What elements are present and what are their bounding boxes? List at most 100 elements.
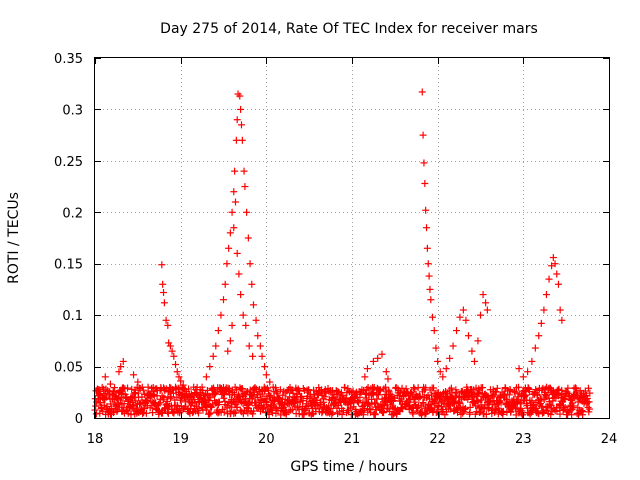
data-point (238, 136, 246, 144)
data-point (511, 389, 519, 397)
data-point (547, 411, 555, 419)
data-point (246, 260, 254, 268)
x-tick-label: 24 (601, 432, 618, 447)
data-point (127, 394, 135, 402)
data-point (334, 387, 342, 395)
y-axis-label: ROTI / TECUs (6, 192, 22, 284)
data-point (432, 344, 440, 352)
data-point (453, 327, 461, 335)
data-point (515, 365, 523, 373)
data-point (586, 389, 594, 397)
data-point (515, 383, 523, 391)
data-point (173, 368, 181, 376)
data-point (519, 373, 527, 381)
data-point (424, 260, 432, 268)
data-point (289, 406, 297, 414)
data-point (244, 234, 252, 242)
data-point (220, 394, 228, 402)
data-point (166, 394, 174, 402)
data-point (430, 327, 438, 335)
plot-frame (94, 57, 610, 419)
data-point (459, 306, 467, 314)
data-point (261, 363, 269, 371)
y-tick-label: 0.05 (54, 361, 83, 376)
data-point (542, 393, 550, 401)
data-point (177, 377, 185, 385)
data-point (159, 280, 167, 288)
data-point (181, 385, 189, 393)
data-point (156, 399, 164, 407)
data-point (225, 385, 233, 393)
data-point (113, 395, 121, 403)
data-point (245, 342, 253, 350)
data-point (449, 342, 457, 350)
data-point (533, 391, 541, 399)
data-point (436, 368, 444, 376)
data-point (584, 384, 592, 392)
data-point (307, 390, 315, 398)
data-point (101, 373, 109, 381)
data-point (370, 388, 378, 396)
data-point (269, 383, 277, 391)
data-point (230, 224, 238, 232)
data-point (482, 299, 490, 307)
data-point (321, 393, 329, 401)
data-point (143, 396, 151, 404)
y-tick-label: 0.15 (54, 258, 83, 273)
data-point (117, 363, 125, 371)
data-point (516, 398, 524, 406)
data-point (175, 391, 183, 399)
data-point (170, 352, 178, 360)
data-point (558, 316, 566, 324)
data-point (142, 409, 150, 417)
data-point (540, 306, 548, 314)
data-point (175, 373, 183, 381)
data-point (237, 291, 245, 299)
data-point (422, 384, 430, 392)
data-point (483, 306, 491, 314)
data-point (556, 306, 564, 314)
data-point (359, 411, 367, 419)
data-point (374, 391, 382, 399)
data-point (223, 260, 231, 268)
data-point (217, 311, 225, 319)
data-point (439, 373, 447, 381)
data-point (120, 400, 128, 408)
data-point (546, 400, 554, 408)
data-point (510, 388, 518, 396)
data-point (479, 384, 487, 392)
data-point (242, 321, 250, 329)
data-point (380, 385, 388, 393)
data-point (233, 249, 241, 257)
data-point (427, 296, 435, 304)
data-point (252, 316, 260, 324)
data-point (561, 404, 569, 412)
data-point (220, 408, 228, 416)
data-point (300, 410, 308, 418)
data-point (211, 389, 219, 397)
y-tick-label: 0 (75, 412, 83, 427)
data-point (447, 384, 455, 392)
data-point (226, 337, 234, 345)
data-point (384, 375, 392, 383)
data-point (535, 332, 543, 340)
data-point (276, 386, 284, 394)
data-point (402, 385, 410, 393)
data-point (124, 384, 132, 392)
data-point (142, 398, 150, 406)
data-point (206, 363, 214, 371)
data-point (409, 410, 417, 418)
data-point (376, 386, 384, 394)
data-point (189, 392, 197, 400)
data-point (411, 385, 419, 393)
data-point (241, 183, 249, 191)
data-point (585, 405, 593, 413)
data-point (288, 386, 296, 394)
data-point (206, 394, 214, 402)
data-point (382, 383, 390, 391)
data-point (254, 332, 262, 340)
data-point (262, 371, 270, 379)
data-point (231, 409, 239, 417)
x-tick-label: 20 (258, 432, 275, 447)
